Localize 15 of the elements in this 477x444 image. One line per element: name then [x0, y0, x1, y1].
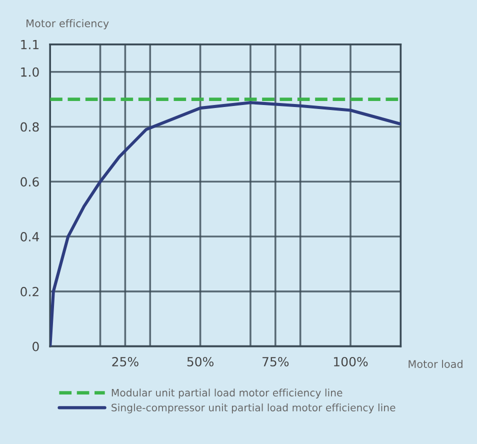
y-tick-label: 0.6 [20, 177, 39, 187]
x-tick-label: 100% [334, 356, 368, 366]
y-tick-label: 0 [32, 342, 39, 352]
x-tick-label: 50% [187, 356, 214, 366]
legend-label: Single-compressor unit partial load motor efficiency line [112, 404, 396, 414]
y-tick-label: 0.2 [20, 286, 38, 296]
x-tick-label: 75% [262, 356, 289, 366]
y-tick-label: 0.8 [20, 122, 39, 132]
y-axis-title: Motor efficiency [26, 19, 109, 30]
x-tick-label: 25% [112, 356, 138, 366]
y-tick-label: 1.1 [21, 40, 39, 50]
y-tick-label: 0.4 [20, 232, 39, 242]
y-tick-label: 1.0 [21, 67, 39, 77]
x-axis-title: Motor load [408, 360, 462, 368]
legend-label: Modular unit partial load motor efficiency line [112, 388, 342, 398]
